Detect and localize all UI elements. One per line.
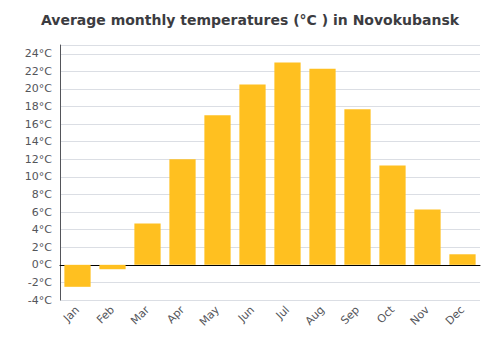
svg-text:12°C: 12°C (25, 153, 52, 166)
svg-text:18°C: 18°C (25, 100, 52, 113)
svg-text:4°C: 4°C (32, 223, 52, 236)
svg-text:10°C: 10°C (25, 170, 52, 183)
svg-text:Dec: Dec (443, 303, 467, 327)
svg-text:Mar: Mar (128, 303, 152, 327)
svg-text:0°C: 0°C (32, 258, 52, 271)
svg-text:May: May (197, 303, 223, 329)
svg-text:14°C: 14°C (25, 135, 52, 148)
svg-text:24°C: 24°C (25, 47, 52, 60)
svg-text:8°C: 8°C (32, 188, 52, 201)
svg-text:Nov: Nov (408, 303, 433, 328)
svg-text:Jul: Jul (273, 303, 292, 322)
svg-text:16°C: 16°C (25, 118, 52, 131)
svg-text:-4°C: -4°C (28, 294, 52, 307)
svg-text:Apr: Apr (164, 303, 187, 326)
svg-text:Jan: Jan (60, 303, 82, 325)
svg-text:Aug: Aug (303, 303, 327, 327)
svg-text:2°C: 2°C (32, 241, 52, 254)
svg-text:-2°C: -2°C (28, 276, 52, 289)
svg-text:Oct: Oct (374, 303, 397, 326)
svg-text:Sep: Sep (338, 303, 362, 327)
svg-text:20°C: 20°C (25, 82, 52, 95)
svg-text:Jun: Jun (235, 303, 257, 325)
svg-text:Average monthly temperatures (: Average monthly temperatures (°C ) in No… (41, 12, 460, 28)
svg-text:Feb: Feb (94, 303, 117, 326)
svg-text:22°C: 22°C (25, 65, 52, 78)
svg-text:6°C: 6°C (32, 206, 52, 219)
